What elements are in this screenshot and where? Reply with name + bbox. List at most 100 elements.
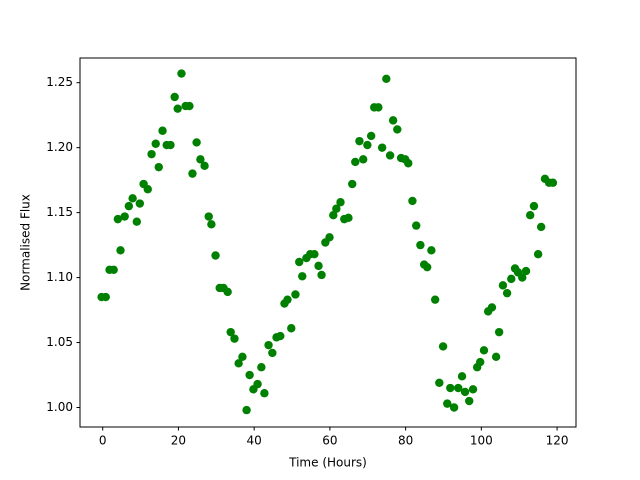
data-point — [234, 359, 243, 368]
data-point — [204, 212, 213, 221]
data-point — [291, 290, 300, 299]
data-point — [109, 265, 118, 274]
data-point — [298, 272, 307, 281]
data-point — [113, 214, 123, 224]
data-point — [487, 303, 497, 312]
data-point — [412, 221, 421, 230]
data-point — [317, 270, 326, 280]
data-point — [253, 379, 262, 389]
data-point — [533, 249, 543, 259]
data-point — [355, 136, 364, 146]
data-point — [325, 233, 334, 242]
data-point — [143, 185, 152, 194]
data-point — [498, 281, 508, 290]
data-point — [276, 331, 285, 341]
data-point — [468, 385, 478, 394]
data-point — [310, 249, 319, 259]
y-tick-label: 1.20 — [46, 140, 73, 154]
x-tick-label: 40 — [247, 434, 262, 448]
data-point — [385, 151, 395, 160]
axes-frame — [79, 57, 577, 428]
data-point — [230, 334, 239, 343]
x-tick-label: 100 — [470, 434, 493, 448]
data-point — [135, 199, 145, 208]
data-point — [454, 383, 463, 393]
data-point — [521, 266, 531, 276]
data-point — [101, 292, 110, 302]
data-point — [536, 222, 546, 232]
data-point — [287, 324, 296, 333]
data-point — [427, 246, 436, 255]
data-point — [430, 295, 440, 304]
data-point — [245, 370, 254, 380]
data-point — [374, 103, 383, 112]
data-point — [446, 383, 455, 393]
data-point — [344, 213, 353, 223]
y-tick-label: 1.05 — [46, 335, 73, 349]
data-point — [177, 69, 186, 78]
data-point — [359, 155, 368, 164]
data-point — [173, 104, 182, 113]
data-point — [238, 352, 247, 362]
y-tick-label: 1.25 — [46, 75, 73, 89]
data-point — [423, 262, 432, 272]
data-point — [460, 387, 470, 397]
data-point — [404, 159, 413, 168]
data-point — [196, 155, 205, 164]
data-point — [438, 342, 448, 351]
data-point — [332, 204, 341, 213]
data-point — [377, 143, 387, 152]
data-point — [132, 217, 141, 226]
data-point — [363, 140, 372, 150]
data-point — [116, 246, 125, 255]
data-point — [476, 357, 485, 367]
data-point — [128, 194, 137, 203]
data-point — [283, 295, 292, 304]
data-point — [329, 211, 338, 220]
y-axis-label: Normalised Flux — [19, 194, 33, 291]
data-point — [166, 140, 175, 150]
data-point — [435, 378, 444, 388]
data-point — [348, 179, 357, 189]
data-point — [465, 396, 474, 406]
data-point — [529, 201, 539, 211]
data-point — [264, 340, 273, 350]
data-point — [491, 352, 501, 362]
data-point — [120, 212, 129, 221]
data-point — [226, 327, 235, 337]
data-point — [393, 125, 402, 134]
x-tick-label: 20 — [171, 434, 186, 448]
data-point — [295, 257, 304, 267]
x-tick-label: 80 — [398, 434, 413, 448]
data-point — [416, 240, 425, 250]
y-tick-label: 1.10 — [46, 270, 73, 284]
data-point — [151, 139, 160, 148]
data-point — [494, 327, 504, 337]
data-point — [336, 198, 345, 207]
data-point — [457, 372, 467, 381]
data-point — [268, 348, 277, 358]
data-point — [200, 161, 209, 171]
data-point — [192, 138, 201, 147]
data-point — [147, 149, 156, 159]
data-point — [211, 251, 220, 260]
data-point — [314, 261, 323, 271]
data-point — [158, 126, 167, 135]
data-point — [507, 274, 516, 284]
data-point — [124, 201, 134, 211]
data-point — [479, 346, 489, 355]
data-point — [518, 273, 527, 282]
data-point — [185, 101, 194, 111]
x-axis-label: Time (Hours) — [288, 456, 367, 470]
data-point — [525, 211, 535, 220]
x-tick-label: 120 — [546, 434, 569, 448]
data-point — [443, 399, 452, 408]
data-point — [449, 403, 459, 412]
data-point — [548, 178, 558, 187]
data-point — [223, 287, 232, 297]
data-point — [388, 116, 398, 125]
x-tick-label: 0 — [99, 434, 107, 448]
data-point — [257, 363, 266, 372]
data-point — [260, 389, 269, 398]
